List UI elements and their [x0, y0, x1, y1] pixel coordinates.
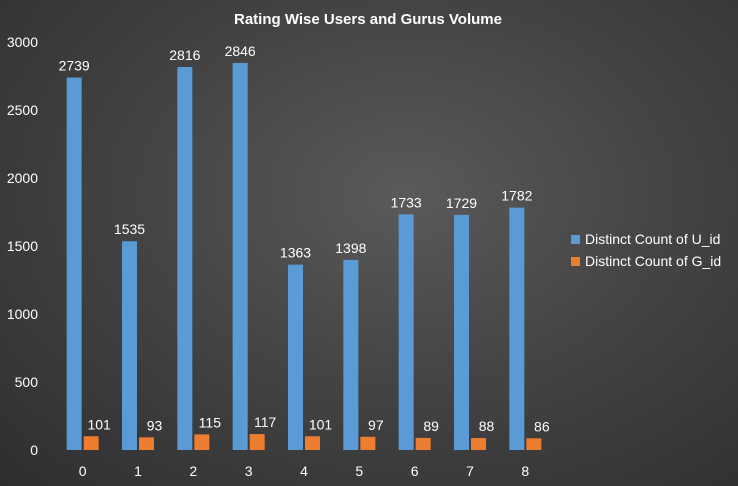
y-tick-label: 1000 — [7, 306, 38, 322]
x-tick-label: 6 — [411, 463, 419, 479]
data-label-group: 2739 1535 2816 2846 1363 1398 1733 1729 1782 101 9… — [59, 43, 550, 434]
x-tick-label: 5 — [355, 463, 363, 479]
bar-u-id-0 — [66, 77, 82, 450]
bar-u-id-1 — [122, 241, 137, 450]
legend: Distinct Count of U_id Distinct Count of … — [571, 231, 721, 269]
data-label-g-id-0: 101 — [87, 416, 111, 432]
bar-u-id-8 — [509, 207, 525, 450]
x-tick-label: 8 — [521, 463, 529, 479]
x-tick-label: 3 — [245, 463, 253, 479]
data-label-g-id-7: 88 — [479, 418, 495, 434]
y-tick-label: 500 — [15, 374, 39, 390]
data-label-g-id-2: 115 — [199, 414, 222, 430]
bar-u-id-2 — [177, 67, 193, 451]
data-label-u-id-4: 1363 — [280, 245, 311, 261]
data-label-u-id-3: 2846 — [225, 43, 256, 59]
data-label-u-id-8: 1782 — [501, 188, 532, 204]
bar-series-group — [66, 62, 542, 451]
x-tick-label: 4 — [300, 463, 308, 479]
y-tick-label: 3000 — [7, 34, 38, 50]
bar-g-id-7 — [471, 438, 486, 450]
x-tick-label: 2 — [189, 463, 197, 479]
data-label-g-id-4: 101 — [309, 416, 333, 432]
legend-label-g-id: Distinct Count of G_id — [585, 253, 721, 269]
data-label-g-id-8: 86 — [534, 418, 550, 434]
y-axis: 0 500 1000 1500 2000 2500 3000 — [7, 34, 38, 458]
y-tick-label: 0 — [30, 442, 38, 458]
data-label-u-id-0: 2739 — [59, 57, 90, 73]
series-u-id — [66, 62, 525, 451]
bar-g-id-4 — [305, 436, 320, 450]
bar-u-id-6 — [398, 214, 414, 450]
bar-g-id-1 — [139, 437, 154, 450]
y-tick-label: 2500 — [7, 102, 38, 118]
bar-u-id-4 — [288, 264, 303, 450]
bar-g-id-3 — [249, 434, 265, 450]
bar-u-id-3 — [232, 62, 248, 450]
series-g-id — [83, 434, 542, 450]
x-tick-label: 0 — [79, 463, 87, 479]
bar-g-id-6 — [415, 437, 431, 450]
bar-g-id-5 — [360, 436, 376, 450]
chart-title: Rating Wise Users and Gurus Volume — [234, 11, 502, 28]
data-label-g-id-6: 89 — [423, 418, 439, 434]
data-label-u-id-1: 1535 — [114, 221, 145, 237]
data-label-g-id-3: 117 — [254, 414, 277, 430]
bar-u-id-5 — [343, 259, 359, 450]
legend-swatch-u-id — [571, 235, 580, 244]
data-label-g-id-5: 97 — [368, 417, 384, 433]
y-tick-label: 2000 — [7, 170, 38, 186]
data-label-g-id-1: 93 — [147, 417, 163, 433]
data-label-u-id-6: 1733 — [391, 194, 422, 210]
bar-g-id-2 — [194, 434, 210, 450]
y-tick-label: 1500 — [7, 238, 38, 254]
bar-g-id-0 — [83, 436, 99, 450]
x-tick-label: 1 — [134, 463, 142, 479]
data-label-u-id-2: 2816 — [169, 47, 200, 63]
data-label-u-id-5: 1398 — [335, 240, 366, 256]
legend-label-u-id: Distinct Count of U_id — [585, 231, 720, 247]
bar-u-id-7 — [454, 214, 469, 450]
x-axis: 0 1 2 3 4 5 6 7 8 — [79, 463, 530, 479]
bar-g-id-8 — [526, 438, 542, 450]
x-tick-label: 7 — [466, 463, 474, 479]
legend-swatch-g-id — [571, 257, 580, 266]
data-label-u-id-7: 1729 — [446, 195, 477, 211]
